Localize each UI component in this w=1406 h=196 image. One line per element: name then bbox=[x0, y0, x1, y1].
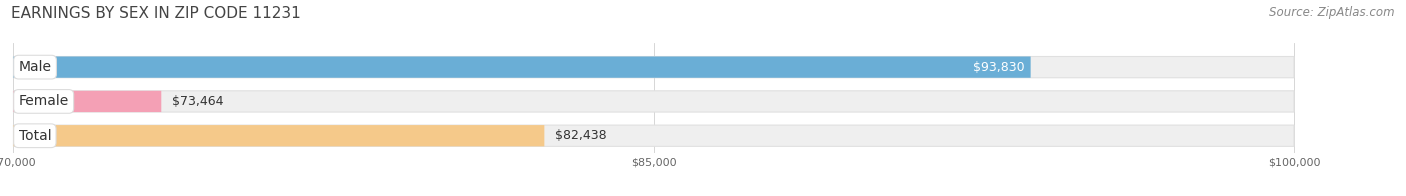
Text: $93,830: $93,830 bbox=[973, 61, 1024, 74]
Text: Female: Female bbox=[18, 94, 69, 108]
Text: $82,438: $82,438 bbox=[554, 129, 606, 142]
FancyBboxPatch shape bbox=[14, 91, 1294, 112]
FancyBboxPatch shape bbox=[14, 125, 544, 146]
Text: $73,464: $73,464 bbox=[172, 95, 224, 108]
Text: Male: Male bbox=[18, 60, 52, 74]
FancyBboxPatch shape bbox=[14, 56, 1031, 78]
FancyBboxPatch shape bbox=[14, 125, 1294, 146]
FancyBboxPatch shape bbox=[14, 91, 162, 112]
FancyBboxPatch shape bbox=[14, 56, 1294, 78]
Text: Total: Total bbox=[18, 129, 51, 143]
Text: EARNINGS BY SEX IN ZIP CODE 11231: EARNINGS BY SEX IN ZIP CODE 11231 bbox=[11, 6, 301, 21]
Text: Source: ZipAtlas.com: Source: ZipAtlas.com bbox=[1270, 6, 1395, 19]
